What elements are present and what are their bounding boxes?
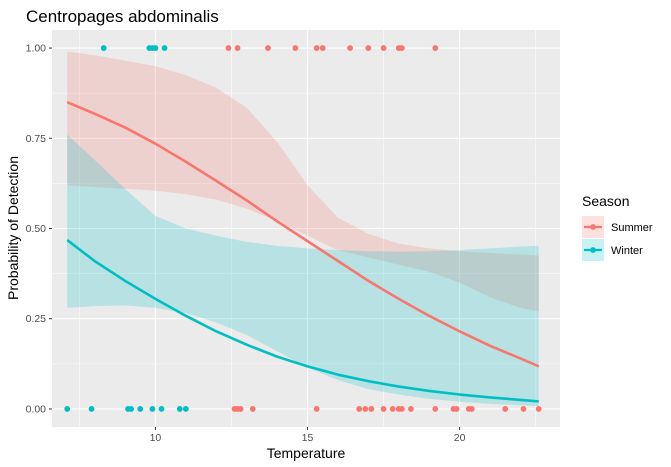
y-tick-label: 0.75 bbox=[26, 133, 47, 145]
point-summer-not-detected bbox=[408, 406, 414, 412]
y-axis: 0.00 0.25 0.50 0.75 1.00 bbox=[26, 43, 52, 415]
x-axis: 10 15 20 bbox=[150, 427, 466, 444]
point-winter-not-detected bbox=[182, 406, 189, 412]
point-summer-not-detected bbox=[520, 406, 527, 412]
legend-label-summer: Summer bbox=[611, 222, 653, 234]
point-winter-detected bbox=[161, 45, 168, 51]
ci-ribbon-summer bbox=[67, 51, 539, 312]
point-winter-not-detected bbox=[149, 406, 156, 412]
legend-point-summer bbox=[590, 224, 596, 230]
point-summer-detected bbox=[292, 45, 299, 51]
observations bbox=[64, 45, 542, 412]
point-summer-detected bbox=[319, 45, 326, 51]
point-summer-detected bbox=[225, 45, 232, 51]
legend-label-winter: Winter bbox=[611, 245, 643, 257]
confidence-ribbons bbox=[67, 51, 539, 407]
y-tick-label: 0.50 bbox=[26, 223, 47, 235]
point-summer-detected bbox=[347, 45, 354, 51]
x-tick-label: 20 bbox=[454, 432, 466, 444]
fit-line-summer bbox=[66, 100, 540, 368]
point-summer-detected bbox=[313, 45, 320, 51]
point-summer-not-detected bbox=[356, 406, 363, 412]
point-summer-detected bbox=[380, 45, 387, 51]
point-winter-not-detected bbox=[158, 406, 165, 412]
x-tick-label: 10 bbox=[150, 432, 162, 444]
legend-title: Season bbox=[582, 193, 629, 209]
point-summer-detected bbox=[432, 45, 439, 51]
point-summer-not-detected bbox=[362, 406, 369, 412]
point-summer-not-detected bbox=[380, 406, 387, 412]
point-summer-not-detected bbox=[313, 406, 320, 412]
y-tick-label: 0.00 bbox=[26, 403, 47, 415]
fit-line-winter bbox=[66, 239, 539, 403]
point-summer-not-detected bbox=[432, 406, 439, 412]
point-winter-not-detected bbox=[64, 406, 71, 412]
point-summer-not-detected bbox=[453, 406, 460, 412]
point-winter-not-detected bbox=[128, 406, 134, 412]
point-winter-detected bbox=[152, 45, 159, 51]
point-winter-detected bbox=[100, 45, 107, 51]
point-summer-not-detected bbox=[468, 406, 475, 412]
point-winter-not-detected bbox=[176, 406, 183, 412]
point-winter-not-detected bbox=[137, 406, 144, 412]
y-tick-label: 0.25 bbox=[26, 313, 47, 325]
legend: Season Summer Winter bbox=[582, 193, 653, 261]
y-axis-label: Probability of Detection bbox=[5, 156, 21, 300]
point-summer-not-detected bbox=[535, 406, 542, 412]
point-summer-not-detected bbox=[398, 406, 405, 412]
y-tick-label: 1.00 bbox=[26, 43, 47, 55]
ci-ribbon-winter bbox=[67, 134, 539, 407]
point-summer-not-detected bbox=[249, 406, 256, 412]
point-summer-not-detected bbox=[389, 406, 396, 412]
chart-title: Centropages abdominalis bbox=[26, 7, 219, 26]
x-axis-label: Temperature bbox=[267, 445, 346, 461]
legend-point-winter bbox=[590, 247, 596, 253]
x-tick-label: 15 bbox=[302, 432, 314, 444]
fit-lines bbox=[66, 100, 540, 403]
grid-major bbox=[52, 30, 560, 427]
point-summer-not-detected bbox=[368, 406, 375, 412]
point-summer-not-detected bbox=[502, 406, 509, 412]
point-summer-detected bbox=[365, 45, 372, 51]
point-summer-not-detected bbox=[237, 406, 244, 412]
point-summer-detected bbox=[265, 45, 271, 51]
point-winter-not-detected bbox=[88, 406, 95, 412]
point-summer-detected bbox=[398, 45, 405, 51]
point-summer-detected bbox=[234, 45, 241, 51]
